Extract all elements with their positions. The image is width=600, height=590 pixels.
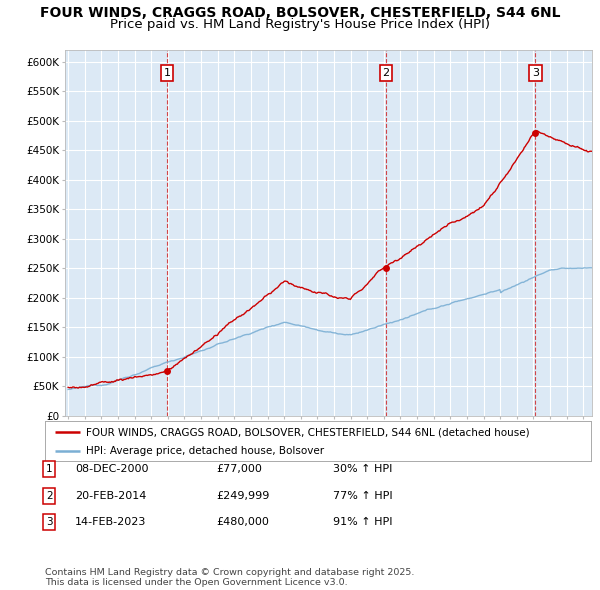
Text: 1: 1 — [46, 464, 53, 474]
Text: £480,000: £480,000 — [216, 517, 269, 527]
Text: £249,999: £249,999 — [216, 491, 269, 500]
Text: Contains HM Land Registry data © Crown copyright and database right 2025.
This d: Contains HM Land Registry data © Crown c… — [45, 568, 415, 587]
Text: 91% ↑ HPI: 91% ↑ HPI — [333, 517, 392, 527]
Text: 3: 3 — [532, 68, 539, 78]
Text: 20-FEB-2014: 20-FEB-2014 — [75, 491, 146, 500]
Text: HPI: Average price, detached house, Bolsover: HPI: Average price, detached house, Bols… — [86, 447, 324, 456]
Text: 30% ↑ HPI: 30% ↑ HPI — [333, 464, 392, 474]
Text: 3: 3 — [46, 517, 53, 527]
Text: 08-DEC-2000: 08-DEC-2000 — [75, 464, 149, 474]
Text: £77,000: £77,000 — [216, 464, 262, 474]
Text: FOUR WINDS, CRAGGS ROAD, BOLSOVER, CHESTERFIELD, S44 6NL (detached house): FOUR WINDS, CRAGGS ROAD, BOLSOVER, CHEST… — [86, 428, 530, 438]
Text: 1: 1 — [163, 68, 170, 78]
Text: Price paid vs. HM Land Registry's House Price Index (HPI): Price paid vs. HM Land Registry's House … — [110, 18, 490, 31]
Text: 77% ↑ HPI: 77% ↑ HPI — [333, 491, 392, 500]
Text: 2: 2 — [382, 68, 389, 78]
Text: 14-FEB-2023: 14-FEB-2023 — [75, 517, 146, 527]
Text: 2: 2 — [46, 491, 53, 500]
Text: FOUR WINDS, CRAGGS ROAD, BOLSOVER, CHESTERFIELD, S44 6NL: FOUR WINDS, CRAGGS ROAD, BOLSOVER, CHEST… — [40, 6, 560, 20]
